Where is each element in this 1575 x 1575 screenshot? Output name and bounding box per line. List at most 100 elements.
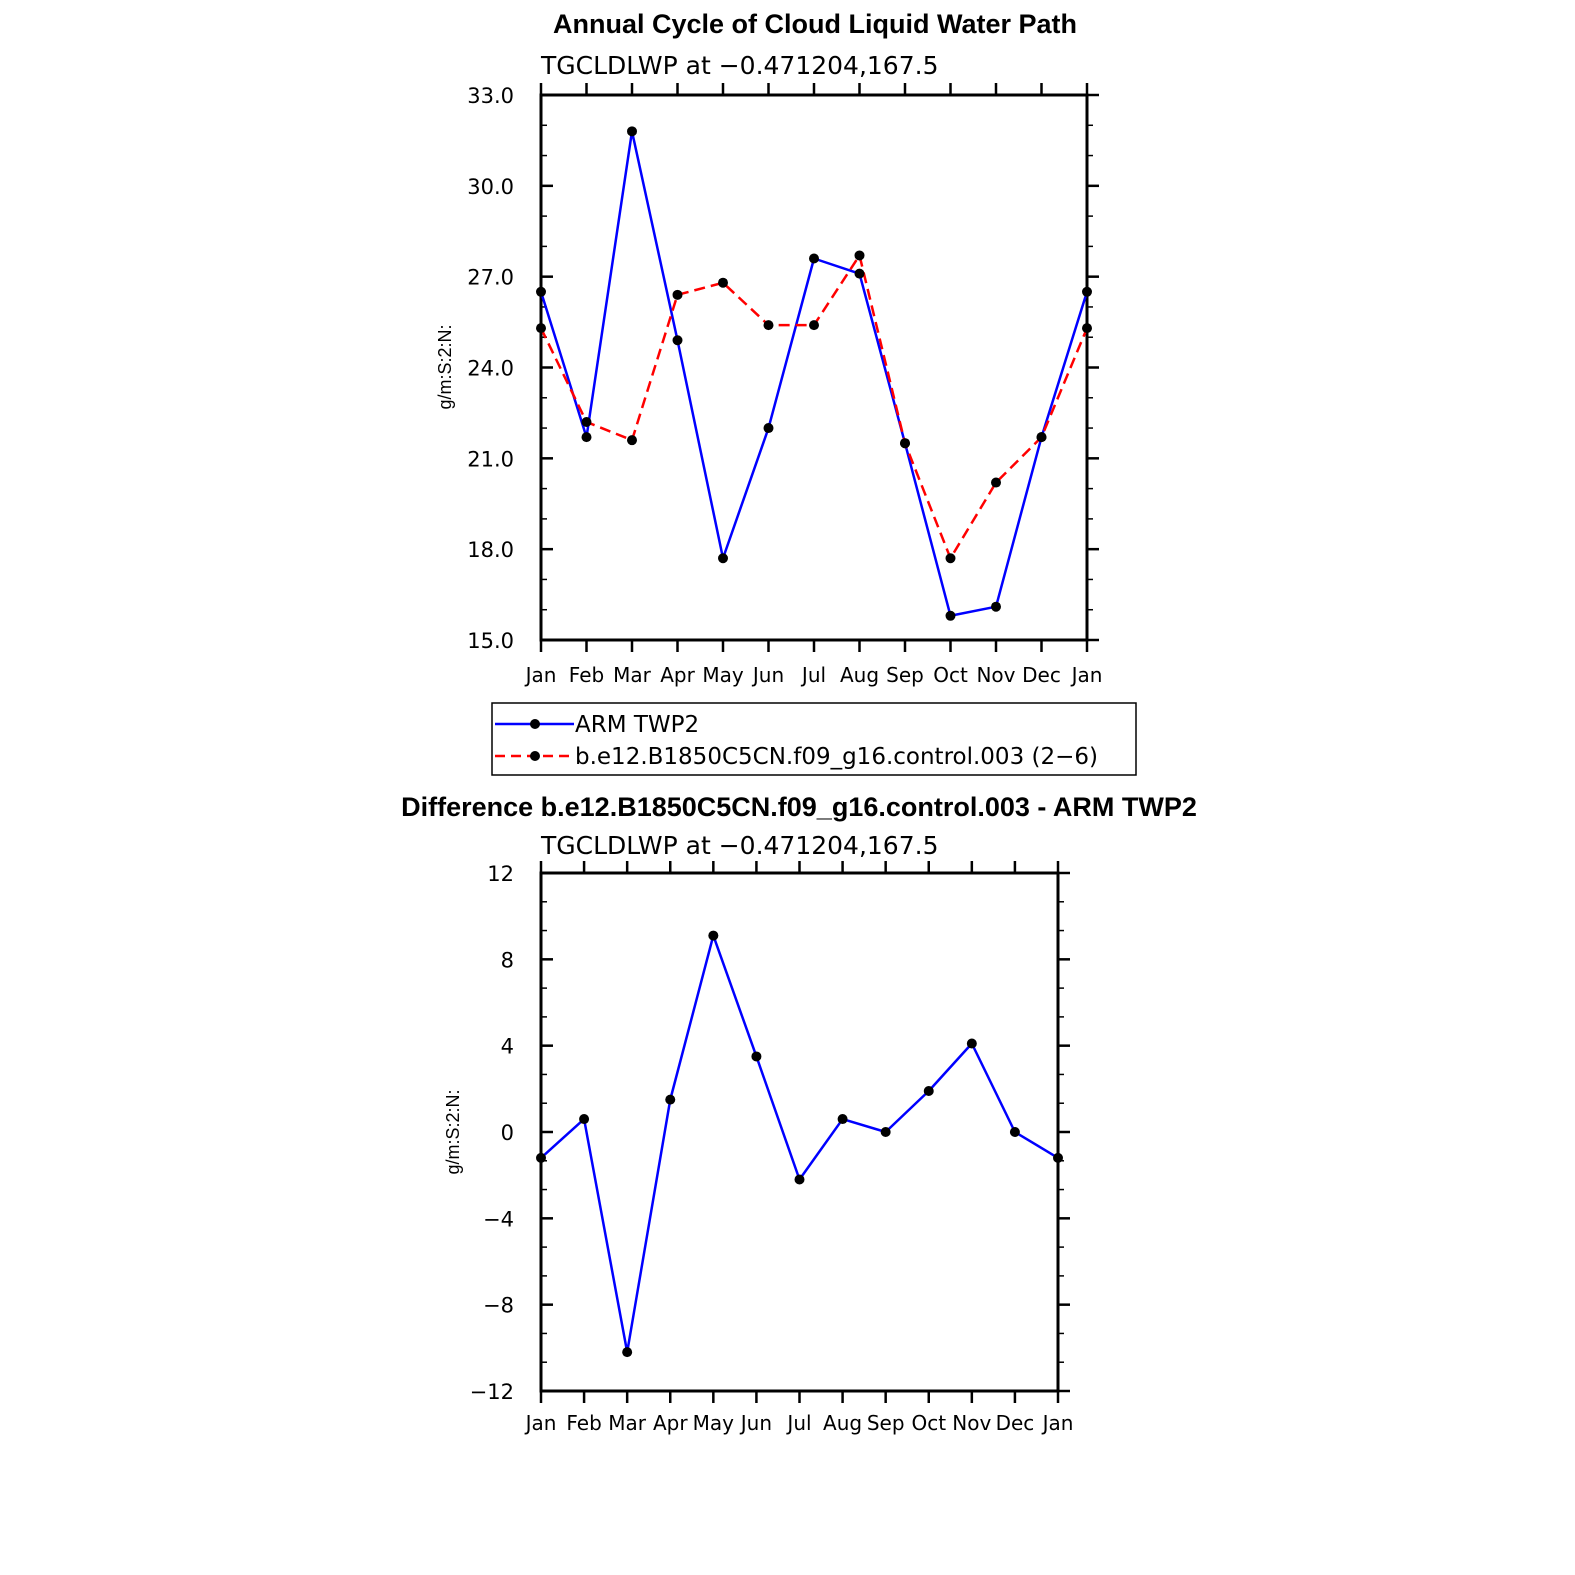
xtick-label: Dec — [1022, 663, 1061, 687]
chart-1-subtitle: TGCLDLWP at −0.471204,167.5 — [540, 51, 938, 80]
series-1-point — [672, 289, 683, 300]
xtick-label: Sep — [867, 1411, 905, 1435]
legend-label-arm: ARM TWP2 — [575, 712, 699, 738]
legend-label-model: b.e12.B1850C5CN.f09_g16.control.003 (2−6… — [575, 744, 1098, 770]
ytick-label: 21.0 — [467, 447, 514, 471]
xtick-label: Mar — [613, 663, 652, 687]
series-0-point — [794, 1174, 805, 1185]
series-line-0 — [539, 130, 1089, 618]
series-1-point — [809, 320, 819, 331]
ytick-label: −8 — [483, 1294, 514, 1318]
series-1-point — [900, 438, 910, 449]
chart-difference: Difference b.e12.B1850C5CN.f09_g16.contr… — [401, 792, 1197, 1435]
legend-box — [491, 702, 1137, 776]
series-0-point — [763, 423, 774, 434]
series-0-point — [627, 126, 637, 137]
series-1-point — [718, 277, 728, 288]
series-0-point — [880, 1127, 891, 1137]
ytick-label: 30.0 — [467, 175, 514, 199]
series-1-point — [581, 417, 592, 427]
xtick-label: Apr — [653, 1411, 688, 1435]
ytick-label: 18.0 — [467, 538, 514, 562]
series-0-point — [622, 1347, 633, 1358]
series-1-point — [854, 250, 865, 261]
legend-marker-model — [530, 751, 540, 761]
chart-1-ylabel: g/m:S:2:N: — [435, 324, 455, 409]
series-1-point — [627, 435, 637, 446]
series-1-point — [945, 553, 956, 564]
ytick-label: 8 — [501, 948, 514, 972]
ytick-label: 12 — [487, 862, 514, 886]
chart-annual-cycle: Annual Cycle of Cloud Liquid Water Path … — [435, 9, 1137, 776]
series-1-point — [1082, 323, 1092, 334]
chart-2-xtick-labels: Jan Feb Mar Apr May Jun Jul Aug Sep Oct Nov Dec Jan — [524, 1411, 1074, 1435]
series-0-point — [837, 1114, 848, 1125]
xtick-label: Jan — [1070, 663, 1103, 687]
series-0-point — [1082, 286, 1092, 297]
chart-1-series — [536, 126, 1092, 621]
series-1-point — [1036, 432, 1047, 443]
series-0-point — [579, 1114, 590, 1125]
ytick-label: −12 — [470, 1380, 514, 1404]
xtick-label: Jun — [751, 663, 784, 687]
series-0-point — [923, 1085, 934, 1096]
series-0-point — [1009, 1127, 1020, 1137]
series-0-point — [718, 553, 728, 564]
chart-2-ylabel: g/m:S:2:N: — [443, 1089, 463, 1174]
xtick-label: Feb — [569, 663, 604, 687]
chart-2-title: Difference b.e12.B1850C5CN.f09_g16.contr… — [401, 792, 1197, 822]
series-0-point — [966, 1038, 977, 1049]
chart-1-title: Annual Cycle of Cloud Liquid Water Path — [553, 9, 1077, 39]
series-0-point — [751, 1051, 762, 1062]
xtick-label: Aug — [823, 1411, 862, 1435]
ytick-label: 15.0 — [467, 629, 514, 653]
xtick-label: Apr — [660, 663, 695, 687]
series-0-point — [708, 930, 719, 941]
xtick-label: Oct — [911, 1411, 946, 1435]
series-line-0 — [540, 934, 1059, 1354]
xtick-label: May — [693, 1411, 735, 1435]
xtick-label: Aug — [840, 663, 879, 687]
ytick-label: 24.0 — [467, 357, 514, 381]
ytick-label: 0 — [501, 1121, 514, 1145]
xtick-label: Feb — [566, 1411, 601, 1435]
chart-2-series — [536, 930, 1063, 1358]
series-0-point — [991, 601, 1001, 612]
ytick-label: 33.0 — [467, 84, 514, 108]
series-0-point — [854, 268, 865, 279]
chart-2-ticks — [539, 861, 1070, 1403]
xtick-label: Jan — [524, 1411, 557, 1435]
series-1-point — [991, 477, 1001, 488]
series-1-point — [763, 320, 774, 331]
xtick-label: Nov — [952, 1411, 991, 1435]
ytick-label: 27.0 — [467, 266, 514, 290]
xtick-label: Dec — [996, 1411, 1035, 1435]
chart-1-xtick-labels: Jan Feb Mar Apr May Jun Jul Aug Sep Oct Nov Dec Jan — [524, 663, 1103, 687]
chart-1-legend: ARM TWP2 b.e12.B1850C5CN.f09_g16.control… — [491, 702, 1137, 776]
xtick-label: Sep — [886, 663, 924, 687]
xtick-label: Jan — [1041, 1411, 1074, 1435]
series-1-point — [536, 323, 546, 334]
xtick-label: Jul — [800, 663, 826, 687]
series-0-point — [581, 432, 592, 443]
chart-1-ytick-labels: 15.0 18.0 21.0 24.0 27.0 30.0 33.0 — [467, 84, 514, 653]
series-0-point — [1053, 1152, 1063, 1163]
series-line-1 — [539, 254, 1089, 560]
series-0-point — [945, 610, 956, 621]
chart-2-frame — [539, 871, 1060, 1393]
xtick-label: Mar — [608, 1411, 647, 1435]
xtick-label: Jun — [739, 1411, 772, 1435]
xtick-label: Jul — [785, 1411, 811, 1435]
xtick-label: May — [702, 663, 744, 687]
chart-1-frame — [539, 93, 1089, 642]
series-0-point — [536, 1152, 546, 1163]
series-0-point — [809, 253, 819, 264]
ytick-label: −4 — [483, 1207, 514, 1231]
xtick-label: Oct — [933, 663, 968, 687]
ytick-label: 4 — [501, 1035, 514, 1059]
series-0-point — [536, 286, 546, 297]
legend-marker-arm — [530, 719, 540, 729]
series-0-point — [672, 335, 683, 346]
xtick-label: Jan — [524, 663, 557, 687]
